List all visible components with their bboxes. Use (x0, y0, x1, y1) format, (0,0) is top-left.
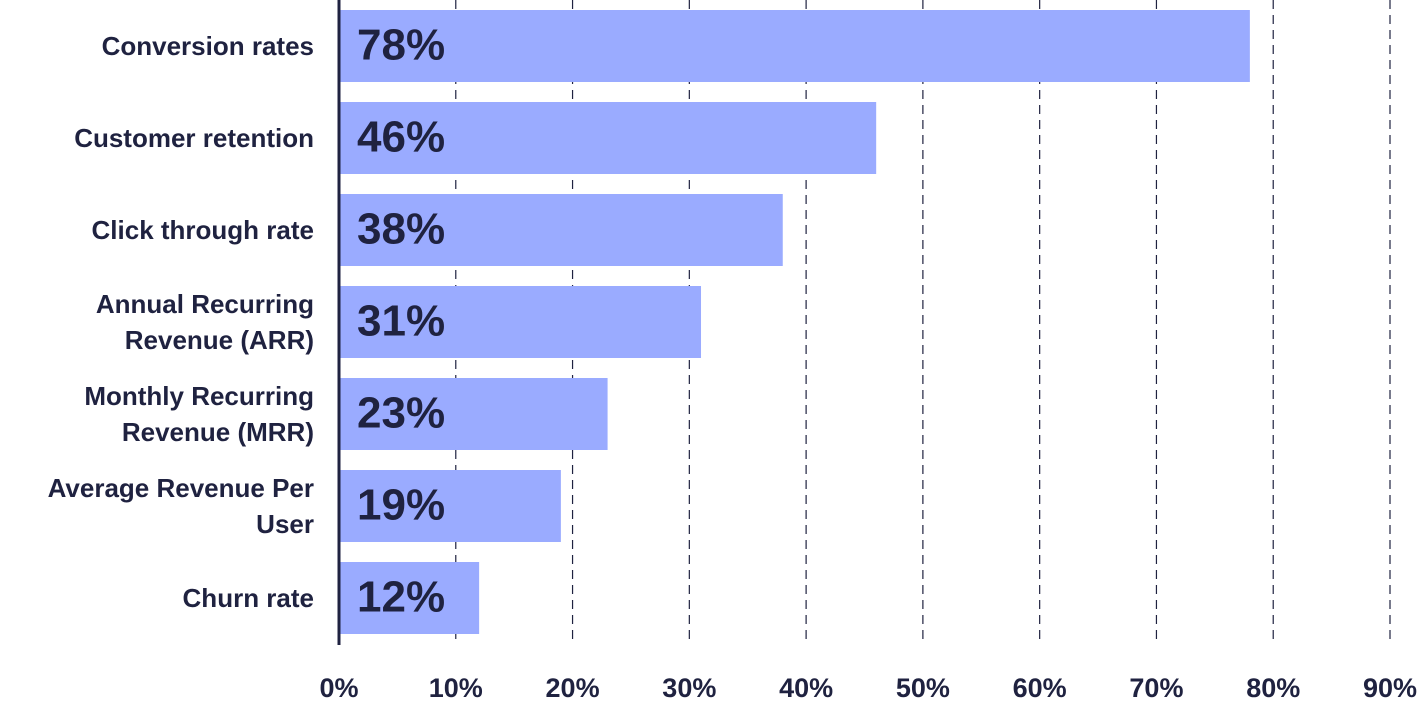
value-label: 12% (357, 573, 445, 622)
y-tick-label: Annual Recurring Revenue (ARR) (95, 289, 314, 355)
value-label: 38% (357, 205, 445, 254)
x-tick-label: 50% (896, 673, 950, 703)
y-tick-label: Click through rate (91, 215, 314, 245)
value-label: 23% (357, 389, 445, 438)
x-tick-label: 20% (546, 673, 600, 703)
x-tick-label: 30% (662, 673, 716, 703)
bar (339, 562, 480, 634)
bar (339, 102, 877, 174)
value-label: 19% (357, 481, 445, 530)
x-tick-label: 0% (319, 673, 358, 703)
y-tick-label: Average Revenue Per User (47, 473, 314, 539)
y-tick-label: Conversion rates (101, 31, 314, 61)
bar (339, 286, 702, 358)
y-tick-label: Churn rate (182, 583, 314, 613)
bar (339, 378, 608, 450)
y-tick-label: Monthly Recurring Revenue (MRR) (84, 381, 314, 447)
y-tick-label: Customer retention (74, 123, 314, 153)
x-tick-label: 90% (1363, 673, 1417, 703)
x-tick-label: 60% (1013, 673, 1067, 703)
x-tick-label: 70% (1129, 673, 1183, 703)
bar (339, 470, 561, 542)
x-tick-label: 40% (779, 673, 833, 703)
x-tick-label: 10% (429, 673, 483, 703)
bar (339, 194, 783, 266)
bar (339, 10, 1250, 82)
value-label: 78% (357, 21, 445, 70)
value-label: 31% (357, 297, 445, 346)
x-tick-label: 80% (1246, 673, 1300, 703)
value-label: 46% (357, 113, 445, 162)
